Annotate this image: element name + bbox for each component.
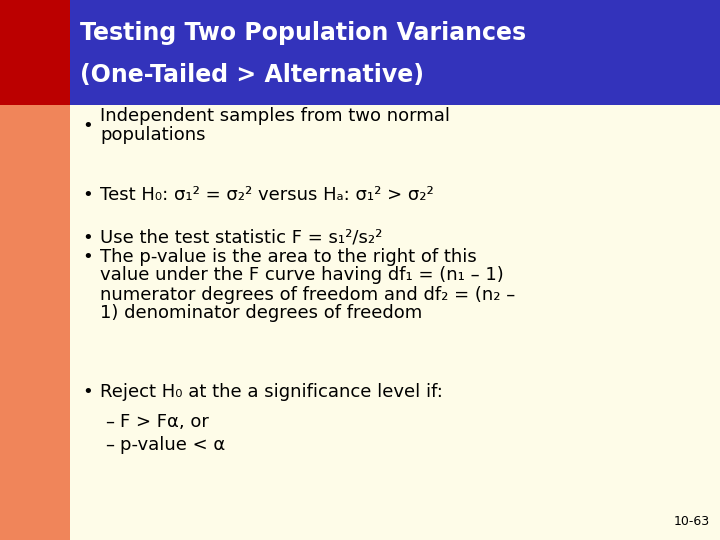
Text: •: •	[82, 117, 93, 135]
Bar	[0, 0, 70, 105]
Text: numerator degrees of freedom and df₂ = (n₂ –: numerator degrees of freedom and df₂ = (…	[100, 286, 516, 303]
Text: •: •	[82, 383, 93, 401]
Text: Use the test statistic F = s₁²/s₂²: Use the test statistic F = s₁²/s₂²	[100, 229, 382, 247]
Text: –: –	[105, 413, 114, 431]
Text: •: •	[82, 229, 93, 247]
Text: Independent samples from two normal: Independent samples from two normal	[100, 107, 450, 125]
Bar	[0, 105, 70, 540]
Text: 1) denominator degrees of freedom: 1) denominator degrees of freedom	[100, 305, 422, 322]
Text: (One-Tailed > Alternative): (One-Tailed > Alternative)	[80, 63, 424, 87]
Text: F > Fα, or: F > Fα, or	[120, 413, 209, 431]
Text: 10-63: 10-63	[674, 515, 710, 528]
Text: Testing Two Population Variances: Testing Two Population Variances	[80, 21, 526, 45]
Text: populations: populations	[100, 126, 205, 144]
Text: Test H₀: σ₁² = σ₂² versus Hₐ: σ₁² > σ₂²: Test H₀: σ₁² = σ₂² versus Hₐ: σ₁² > σ₂²	[100, 186, 433, 204]
Text: p-value < α: p-value < α	[120, 436, 225, 454]
Text: •: •	[82, 186, 93, 204]
Bar	[70, 0, 720, 105]
Text: –: –	[105, 436, 114, 454]
Text: •: •	[82, 247, 93, 266]
Text: The p-value is the area to the right of this: The p-value is the area to the right of …	[100, 247, 477, 266]
Text: Reject H₀ at the a significance level if:: Reject H₀ at the a significance level if…	[100, 383, 443, 401]
Text: value under the F curve having df₁ = (n₁ – 1): value under the F curve having df₁ = (n₁…	[100, 267, 504, 285]
